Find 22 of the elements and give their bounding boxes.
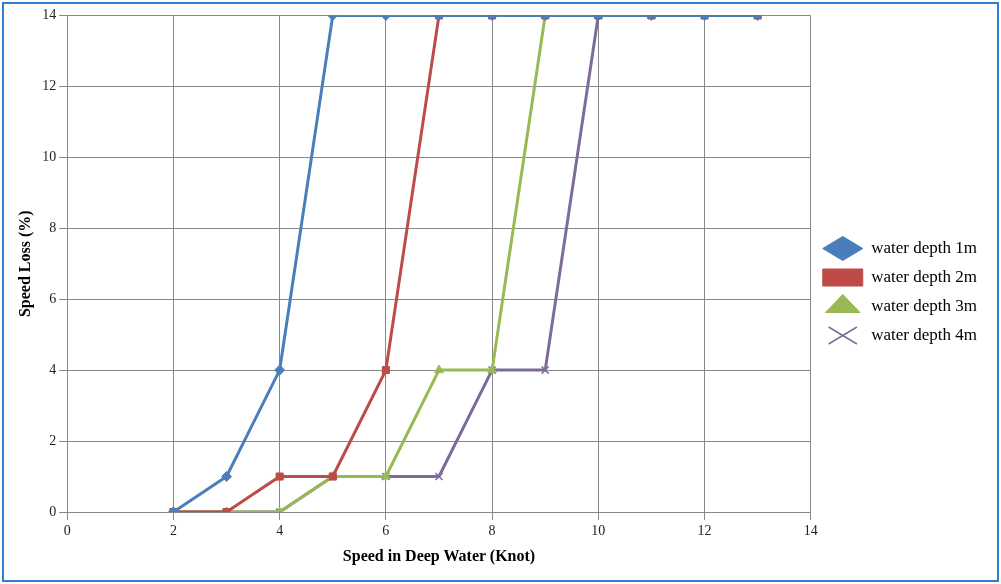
- x-tick-label: 14: [803, 523, 818, 539]
- legend-label: water depth 1m: [871, 237, 978, 257]
- legend-label: water depth 2m: [871, 266, 978, 286]
- y-tick-label: 14: [42, 7, 57, 23]
- y-tick-label: 8: [49, 219, 57, 235]
- y-tick-label: 6: [49, 290, 57, 306]
- legend-label: water depth 4m: [871, 324, 978, 344]
- y-axis-title: Speed Loss (%): [15, 210, 34, 318]
- x-axis-title: Speed in Deep Water (Knot): [342, 546, 536, 565]
- x-tick-label: 0: [63, 523, 71, 539]
- x-tick-label: 8: [488, 523, 496, 539]
- y-tick-label: 0: [49, 503, 57, 519]
- y-tick-label: 4: [49, 361, 57, 377]
- y-tick-label: 12: [42, 78, 57, 94]
- legend-label: water depth 3m: [871, 295, 978, 315]
- y-tick-label: 2: [49, 432, 57, 448]
- x-tick-label: 4: [276, 523, 284, 539]
- x-tick-label: 10: [591, 523, 606, 539]
- x-tick-label: 6: [382, 523, 390, 539]
- y-tick-label: 10: [42, 148, 57, 164]
- x-tick-label: 2: [169, 523, 177, 539]
- x-tick-label: 12: [697, 523, 712, 539]
